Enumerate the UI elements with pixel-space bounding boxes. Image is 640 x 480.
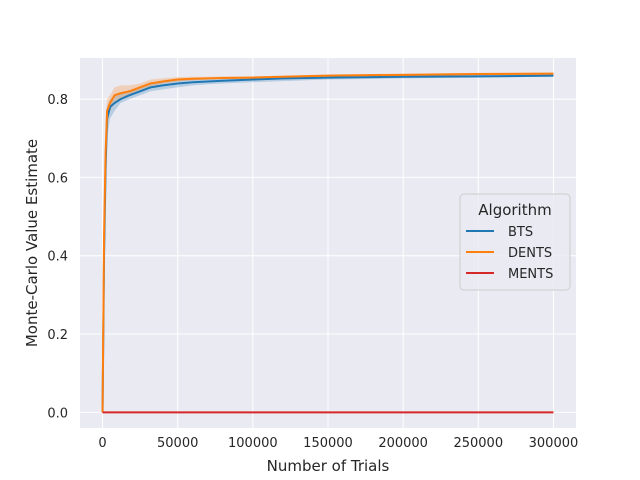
legend: Algorithm BTS DENTS MENTS — [459, 193, 571, 291]
legend-entries: BTS DENTS MENTS — [466, 225, 553, 282]
series-line-bts — [101, 74, 554, 413]
x-axis-label: Number of Trials — [267, 457, 390, 475]
x-tick-label: 250000 — [453, 436, 503, 451]
x-tick-label: 200000 — [378, 436, 428, 451]
series-lines — [101, 72, 554, 414]
legend-title: Algorithm — [478, 201, 551, 219]
y-tick-label: 0.6 — [47, 171, 68, 186]
legend-label-bts: BTS — [508, 225, 533, 240]
y-axis-label: Monte-Carlo Value Estimate — [23, 139, 41, 347]
x-tick-label: 50000 — [157, 436, 198, 451]
x-tick-label: 150000 — [303, 436, 353, 451]
y-tick-label: 0.4 — [47, 250, 68, 265]
x-tick-label: 100000 — [228, 436, 278, 451]
legend-box — [459, 193, 571, 291]
x-tick-labels: 0 50000 100000 150000 200000 250000 300000 — [98, 436, 578, 451]
y-tick-label: 0.8 — [47, 93, 68, 108]
y-tick-label: 0.0 — [47, 406, 68, 421]
y-tick-labels: 0.0 0.2 0.4 0.6 0.8 — [47, 93, 68, 421]
series-line-dents — [101, 72, 554, 413]
y-tick-label: 0.2 — [47, 328, 68, 343]
x-tick-label: 300000 — [529, 436, 579, 451]
legend-label-ments: MENTS — [508, 267, 553, 282]
legend-label-dents: DENTS — [508, 246, 552, 261]
x-tick-label: 0 — [98, 436, 106, 451]
